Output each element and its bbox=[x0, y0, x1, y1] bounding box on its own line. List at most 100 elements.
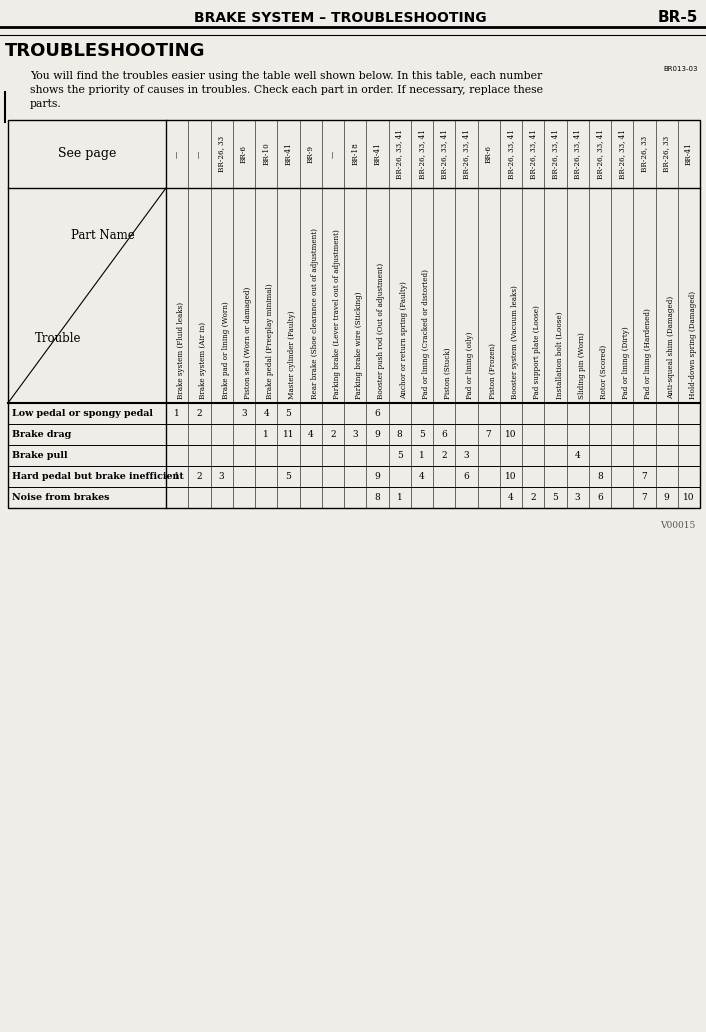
Text: 3: 3 bbox=[352, 430, 358, 439]
Text: 7: 7 bbox=[642, 493, 647, 502]
Text: Pad or lining (oily): Pad or lining (oily) bbox=[467, 331, 474, 399]
Text: Hard pedal but brake inefficient: Hard pedal but brake inefficient bbox=[12, 472, 184, 481]
Text: Pad or lining (Dirty): Pad or lining (Dirty) bbox=[622, 326, 630, 399]
Text: Sliding pin (Worn): Sliding pin (Worn) bbox=[578, 332, 585, 399]
Text: 1: 1 bbox=[419, 451, 425, 460]
Text: BR-26, 33: BR-26, 33 bbox=[640, 136, 648, 172]
Text: 5: 5 bbox=[285, 409, 292, 418]
Text: 6: 6 bbox=[441, 430, 447, 439]
Text: 4: 4 bbox=[508, 493, 514, 502]
Text: 4: 4 bbox=[308, 430, 313, 439]
Text: 1: 1 bbox=[263, 430, 269, 439]
Text: BR-10: BR-10 bbox=[262, 142, 270, 165]
Text: 8: 8 bbox=[397, 430, 402, 439]
Text: Booster push rod (Out of adjustment): Booster push rod (Out of adjustment) bbox=[378, 263, 385, 399]
Text: 3: 3 bbox=[241, 409, 246, 418]
Text: shows the priority of causes in troubles. Check each part in order. If necessary: shows the priority of causes in troubles… bbox=[30, 85, 543, 95]
Text: BR-26, 33, 41: BR-26, 33, 41 bbox=[551, 129, 559, 179]
Text: 9: 9 bbox=[664, 493, 669, 502]
Text: BR013-03: BR013-03 bbox=[664, 66, 698, 72]
Text: Piston (Frozen): Piston (Frozen) bbox=[489, 343, 496, 399]
Text: BR-5: BR-5 bbox=[657, 10, 698, 26]
Text: 9: 9 bbox=[374, 472, 381, 481]
Text: 2: 2 bbox=[330, 430, 335, 439]
Text: 2: 2 bbox=[441, 451, 447, 460]
Text: V00015: V00015 bbox=[659, 521, 695, 530]
Text: —: — bbox=[196, 151, 203, 158]
Text: 2: 2 bbox=[196, 409, 202, 418]
Text: Brake pedal (Freeplay minimal): Brake pedal (Freeplay minimal) bbox=[266, 283, 274, 399]
Text: Rotor (Scored): Rotor (Scored) bbox=[600, 345, 608, 399]
Text: Anti-squeal shim (Damaged): Anti-squeal shim (Damaged) bbox=[666, 296, 675, 399]
Text: 7: 7 bbox=[486, 430, 491, 439]
Text: Pad or lining (Hardened): Pad or lining (Hardened) bbox=[645, 309, 652, 399]
Text: BR-26, 33, 41: BR-26, 33, 41 bbox=[529, 129, 537, 179]
Text: Brake system (Fluid leaks): Brake system (Fluid leaks) bbox=[177, 302, 185, 399]
Text: Parking brake wire (Sticking): Parking brake wire (Sticking) bbox=[355, 291, 363, 399]
Text: 8: 8 bbox=[374, 493, 381, 502]
Text: BR-26, 33, 41: BR-26, 33, 41 bbox=[440, 129, 448, 179]
Text: 3: 3 bbox=[575, 493, 580, 502]
Text: 6: 6 bbox=[374, 409, 381, 418]
Text: Noise from brakes: Noise from brakes bbox=[12, 493, 109, 502]
Text: BR-41: BR-41 bbox=[285, 142, 292, 165]
Text: BR-26, 33, 41: BR-26, 33, 41 bbox=[573, 129, 582, 179]
Text: 3: 3 bbox=[219, 472, 225, 481]
Text: 6: 6 bbox=[597, 493, 603, 502]
Text: 10: 10 bbox=[505, 472, 517, 481]
Text: 4: 4 bbox=[419, 472, 425, 481]
Text: Rear brake (Shoe clearance out of adjustment): Rear brake (Shoe clearance out of adjust… bbox=[311, 228, 318, 399]
Bar bbox=[8, 120, 700, 508]
Text: Hold-down spring (Damaged): Hold-down spring (Damaged) bbox=[689, 291, 697, 399]
Text: BRAKE SYSTEM – TROUBLESHOOTING: BRAKE SYSTEM – TROUBLESHOOTING bbox=[193, 11, 486, 25]
Text: 1: 1 bbox=[397, 493, 402, 502]
Text: —: — bbox=[329, 151, 337, 158]
Text: TROUBLESHOOTING: TROUBLESHOOTING bbox=[5, 42, 205, 60]
Text: 4: 4 bbox=[263, 409, 269, 418]
Text: BR-26, 33, 41: BR-26, 33, 41 bbox=[596, 129, 604, 179]
Text: 2: 2 bbox=[530, 493, 536, 502]
Text: 5: 5 bbox=[397, 451, 402, 460]
Text: 7: 7 bbox=[642, 472, 647, 481]
Text: Brake drag: Brake drag bbox=[12, 430, 71, 439]
Text: Pad support plate (Loose): Pad support plate (Loose) bbox=[533, 305, 541, 399]
Text: Booster system (Vacuum leaks): Booster system (Vacuum leaks) bbox=[511, 285, 519, 399]
Text: 10: 10 bbox=[505, 430, 517, 439]
Text: BR-26, 33: BR-26, 33 bbox=[217, 136, 226, 172]
Text: 11: 11 bbox=[282, 430, 294, 439]
Text: 8: 8 bbox=[597, 472, 603, 481]
Text: 1: 1 bbox=[174, 409, 180, 418]
Text: Low pedal or spongy pedal: Low pedal or spongy pedal bbox=[12, 409, 153, 418]
Text: 10: 10 bbox=[683, 493, 695, 502]
Text: 5: 5 bbox=[419, 430, 425, 439]
Text: You will find the troubles easier using the table well shown below. In this tabl: You will find the troubles easier using … bbox=[30, 71, 542, 80]
Text: Brake system (Air in): Brake system (Air in) bbox=[199, 322, 208, 399]
Text: 4: 4 bbox=[575, 451, 580, 460]
Text: Part Name: Part Name bbox=[71, 229, 135, 241]
Text: 2: 2 bbox=[196, 472, 202, 481]
Text: 3: 3 bbox=[464, 451, 469, 460]
Text: BR-6: BR-6 bbox=[484, 146, 493, 163]
Text: BR-26, 33, 41: BR-26, 33, 41 bbox=[395, 129, 404, 179]
Text: 1: 1 bbox=[174, 472, 180, 481]
Text: Brake pull: Brake pull bbox=[12, 451, 68, 460]
Text: Installation bolt (Loose): Installation bolt (Loose) bbox=[556, 312, 563, 399]
Text: Trouble: Trouble bbox=[35, 332, 82, 345]
Text: BR-26, 33, 41: BR-26, 33, 41 bbox=[462, 129, 470, 179]
Text: BR-26, 33, 41: BR-26, 33, 41 bbox=[618, 129, 626, 179]
Text: Master cylinder (Faulty): Master cylinder (Faulty) bbox=[288, 311, 297, 399]
Text: BR-41: BR-41 bbox=[685, 142, 693, 165]
Text: BR-9: BR-9 bbox=[306, 146, 315, 163]
Text: 5: 5 bbox=[285, 472, 292, 481]
Text: BR-26, 33, 41: BR-26, 33, 41 bbox=[418, 129, 426, 179]
Text: parts.: parts. bbox=[30, 99, 61, 109]
Text: Anchor or return spring (Faulty): Anchor or return spring (Faulty) bbox=[400, 281, 407, 399]
Text: Parking brake (Lever travel out of adjustment): Parking brake (Lever travel out of adjus… bbox=[333, 229, 341, 399]
Text: BR-18: BR-18 bbox=[351, 142, 359, 165]
Text: 9: 9 bbox=[374, 430, 381, 439]
Text: BR-26, 33: BR-26, 33 bbox=[663, 136, 671, 172]
Text: 5: 5 bbox=[552, 493, 558, 502]
Text: Piston seal (Worn or damaged): Piston seal (Worn or damaged) bbox=[244, 287, 252, 399]
Text: BR-41: BR-41 bbox=[373, 142, 381, 165]
Text: —: — bbox=[173, 151, 181, 158]
